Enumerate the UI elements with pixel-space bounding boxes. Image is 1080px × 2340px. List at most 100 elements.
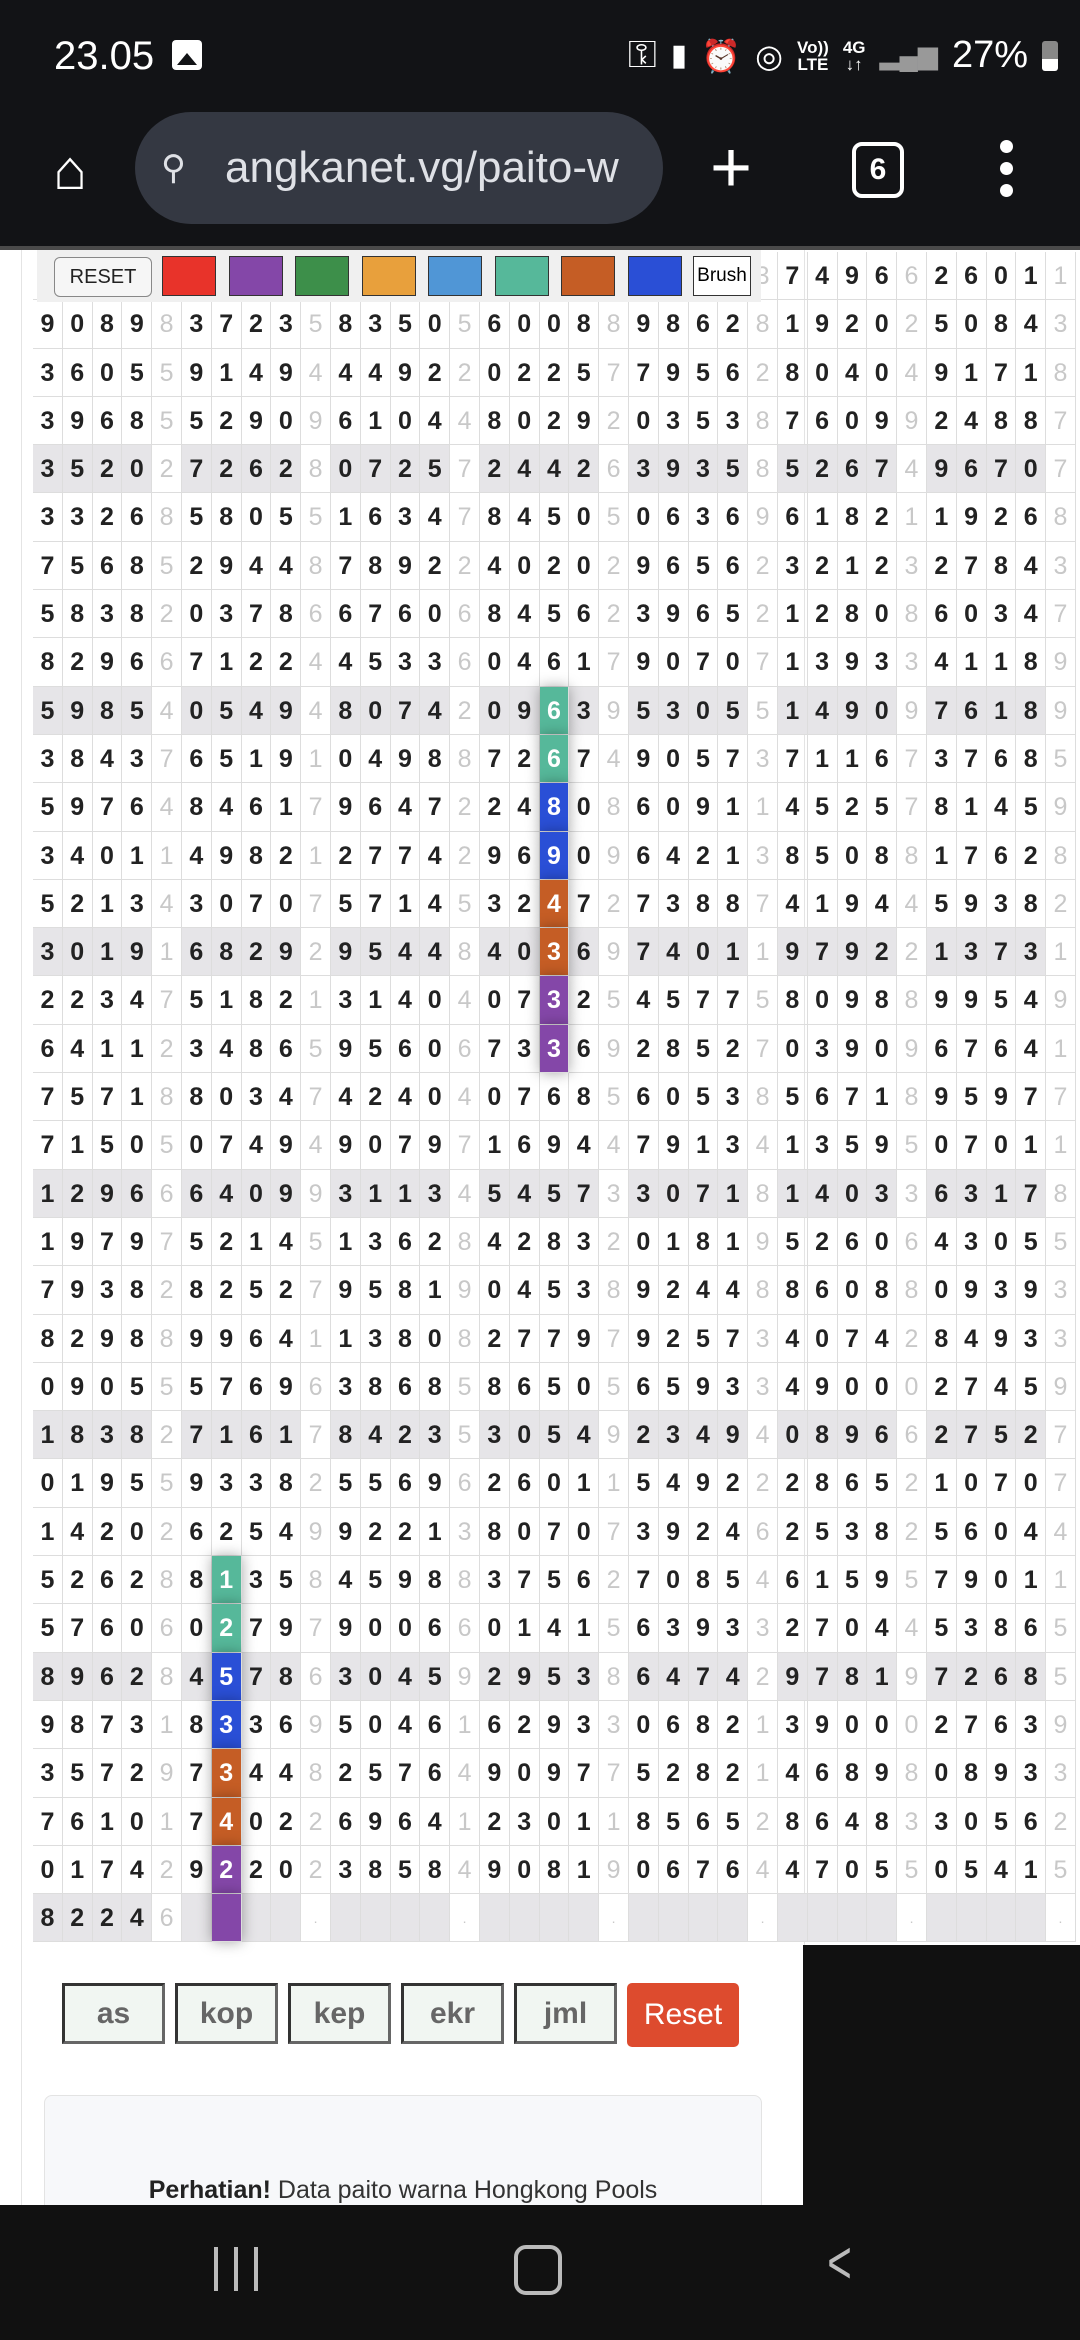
grid-separator-cell[interactable]: 5 bbox=[897, 1845, 927, 1895]
grid-cell[interactable]: 4 bbox=[718, 1507, 749, 1557]
grid-cell[interactable]: 6 bbox=[241, 783, 272, 832]
grid-cell[interactable]: 0 bbox=[926, 1749, 957, 1798]
grid-cell[interactable]: 7 bbox=[777, 396, 808, 446]
grid-cell[interactable]: 0 bbox=[271, 879, 302, 929]
grid-cell[interactable]: 9 bbox=[330, 1507, 361, 1557]
grid-separator-cell[interactable]: 4 bbox=[748, 1556, 778, 1605]
grid-cell[interactable]: 3 bbox=[628, 445, 659, 494]
grid-cell[interactable] bbox=[1016, 1894, 1047, 1943]
grid-cell[interactable]: 5 bbox=[837, 1121, 868, 1170]
grid-cell[interactable]: 0 bbox=[241, 1797, 272, 1846]
grid-cell[interactable]: 6 bbox=[62, 1797, 93, 1846]
grid-separator-cell[interactable]: 7 bbox=[301, 1266, 331, 1315]
grid-cell[interactable]: 2 bbox=[777, 1459, 808, 1508]
grid-cell[interactable]: 6 bbox=[926, 1169, 957, 1218]
grid-cell[interactable]: 2 bbox=[211, 1266, 242, 1315]
grid-cell[interactable]: 3 bbox=[92, 1266, 123, 1315]
grid-cell[interactable]: 0 bbox=[837, 396, 868, 446]
grid-cell[interactable]: 1 bbox=[122, 1024, 153, 1074]
grid-cell[interactable]: 0 bbox=[628, 1845, 659, 1895]
grid-cell[interactable]: 7 bbox=[241, 879, 272, 929]
grid-cell[interactable]: 0 bbox=[509, 928, 540, 977]
grid-cell[interactable]: 4 bbox=[807, 1169, 838, 1218]
grid-separator-cell[interactable]: 5 bbox=[152, 348, 182, 397]
grid-cell[interactable]: 2 bbox=[926, 541, 957, 591]
grid-cell[interactable]: 6 bbox=[986, 1024, 1017, 1074]
grid-cell[interactable]: 0 bbox=[777, 1411, 808, 1460]
grid-cell[interactable]: 9 bbox=[777, 1652, 808, 1701]
grid-cell[interactable]: 5 bbox=[777, 1217, 808, 1267]
grid-cell[interactable]: 7 bbox=[241, 1652, 272, 1701]
grid-cell[interactable]: 1 bbox=[718, 1169, 749, 1218]
grid-cell[interactable]: 1 bbox=[688, 1121, 719, 1170]
grid-cell[interactable]: 0 bbox=[658, 638, 689, 687]
grid-cell[interactable]: 3 bbox=[122, 734, 153, 784]
grid-cell[interactable]: 5 bbox=[360, 1556, 391, 1605]
grid-cell[interactable]: 3 bbox=[33, 396, 63, 446]
grid-cell[interactable]: 0 bbox=[986, 1217, 1017, 1267]
grid-cell[interactable]: 5 bbox=[62, 1749, 93, 1798]
grid-cell[interactable]: 2 bbox=[509, 1217, 540, 1267]
grid-cell[interactable] bbox=[390, 1894, 421, 1943]
grid-cell[interactable]: 6 bbox=[390, 590, 421, 639]
grid-cell[interactable]: 9 bbox=[688, 783, 719, 832]
grid-cell[interactable] bbox=[986, 1894, 1017, 1943]
grid-cell[interactable]: 4 bbox=[330, 348, 361, 397]
grid-separator-cell[interactable]: 1 bbox=[152, 831, 182, 880]
grid-cell[interactable]: 5 bbox=[718, 1797, 749, 1846]
grid-separator-cell[interactable]: 2 bbox=[152, 1507, 182, 1557]
grid-cell[interactable]: 0 bbox=[509, 1845, 540, 1895]
grid-cell[interactable]: 8 bbox=[539, 1217, 570, 1267]
grid-cell[interactable]: 8 bbox=[62, 590, 93, 639]
grid-separator-cell[interactable]: 9 bbox=[748, 493, 778, 542]
grid-cell[interactable]: 6 bbox=[390, 1797, 421, 1846]
grid-cell[interactable]: 5 bbox=[539, 1556, 570, 1605]
grid-separator-cell[interactable]: 7 bbox=[897, 734, 927, 784]
grid-separator-cell[interactable]: 1 bbox=[599, 1797, 629, 1846]
grid-cell[interactable]: 6 bbox=[241, 1411, 272, 1460]
grid-separator-cell[interactable]: 8 bbox=[301, 1749, 331, 1798]
grid-separator-cell[interactable]: 9 bbox=[599, 1845, 629, 1895]
grid-cell[interactable]: 2 bbox=[479, 445, 510, 494]
grid-cell[interactable]: 7 bbox=[360, 445, 391, 494]
grid-cell[interactable]: 2 bbox=[926, 252, 957, 301]
grid-separator-cell[interactable]: 1 bbox=[748, 1700, 778, 1750]
grid-cell[interactable]: 8 bbox=[62, 1700, 93, 1750]
grid-cell[interactable]: 3 bbox=[211, 590, 242, 639]
grid-cell[interactable]: 9 bbox=[658, 590, 689, 639]
grid-cell[interactable]: 1 bbox=[271, 783, 302, 832]
grid-cell[interactable]: 0 bbox=[62, 300, 93, 349]
grid-separator-cell[interactable]: 2 bbox=[152, 590, 182, 639]
grid-cell[interactable]: 4 bbox=[628, 976, 659, 1025]
grid-cell[interactable]: 0 bbox=[569, 541, 600, 591]
grid-cell[interactable]: 0 bbox=[956, 1459, 987, 1508]
grid-cell[interactable]: 0 bbox=[271, 1845, 302, 1895]
grid-cell[interactable]: 0 bbox=[807, 976, 838, 1025]
grid-separator-cell[interactable]: 5 bbox=[301, 1024, 331, 1074]
grid-cell[interactable]: 5 bbox=[330, 879, 361, 929]
grid-cell[interactable]: 5 bbox=[688, 541, 719, 591]
grid-cell[interactable]: 6 bbox=[241, 1314, 272, 1363]
grid-separator-cell[interactable]: 3 bbox=[599, 1169, 629, 1218]
grid-cell[interactable]: 1 bbox=[956, 348, 987, 397]
grid-cell[interactable]: 9 bbox=[390, 734, 421, 784]
grid-cell[interactable]: 4 bbox=[807, 686, 838, 735]
grid-cell[interactable]: 3 bbox=[33, 831, 63, 880]
grid-separator-cell[interactable]: 6 bbox=[599, 445, 629, 494]
grid-cell[interactable]: 6 bbox=[807, 1073, 838, 1122]
grid-cell[interactable] bbox=[539, 1894, 570, 1943]
grid-separator-cell[interactable]: 2 bbox=[599, 590, 629, 639]
grid-cell[interactable]: 1 bbox=[509, 1604, 540, 1653]
grid-separator-cell[interactable]: 1 bbox=[152, 1700, 182, 1750]
grid-cell[interactable]: 0 bbox=[926, 1121, 957, 1170]
grid-separator-cell[interactable]: 5 bbox=[450, 300, 480, 349]
grid-cell[interactable]: 0 bbox=[181, 1604, 212, 1653]
grid-cell[interactable]: 5 bbox=[33, 1556, 63, 1605]
grid-cell[interactable]: 6 bbox=[420, 1604, 451, 1653]
grid-cell[interactable]: 6 bbox=[628, 831, 659, 880]
grid-cell[interactable]: 0 bbox=[926, 1845, 957, 1895]
grid-cell[interactable]: 7 bbox=[92, 1217, 123, 1267]
grid-cell[interactable]: 0 bbox=[420, 300, 451, 349]
grid-cell[interactable]: 5 bbox=[181, 1362, 212, 1412]
grid-cell[interactable]: 0 bbox=[479, 348, 510, 397]
